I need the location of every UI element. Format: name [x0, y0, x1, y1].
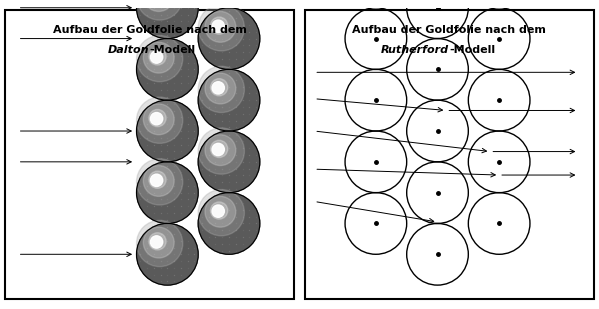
Circle shape — [149, 0, 166, 3]
Circle shape — [143, 0, 174, 11]
Circle shape — [137, 159, 183, 205]
Circle shape — [150, 112, 163, 125]
Circle shape — [149, 171, 166, 188]
Circle shape — [137, 220, 183, 267]
Circle shape — [210, 78, 228, 96]
Circle shape — [205, 73, 236, 104]
Text: Aufbau der Goldfolie nach dem: Aufbau der Goldfolie nach dem — [352, 25, 546, 35]
Circle shape — [150, 174, 163, 187]
Circle shape — [198, 70, 260, 131]
Text: -Modell: -Modell — [150, 45, 196, 55]
Circle shape — [150, 236, 163, 248]
Text: Rutherford: Rutherford — [381, 45, 449, 55]
Circle shape — [149, 109, 166, 127]
Circle shape — [143, 42, 174, 73]
Circle shape — [198, 193, 260, 254]
Circle shape — [210, 17, 228, 34]
Circle shape — [137, 0, 198, 39]
Circle shape — [205, 11, 236, 42]
Circle shape — [198, 0, 260, 8]
Circle shape — [143, 166, 174, 196]
Text: Dalton: Dalton — [108, 45, 150, 55]
Circle shape — [198, 128, 244, 174]
Circle shape — [198, 190, 244, 236]
Circle shape — [198, 131, 260, 193]
Circle shape — [137, 223, 198, 285]
Circle shape — [205, 196, 236, 227]
Circle shape — [150, 51, 163, 63]
Circle shape — [212, 205, 225, 217]
Text: Aufbau der Goldfolie nach dem: Aufbau der Goldfolie nach dem — [53, 25, 247, 35]
Circle shape — [149, 233, 166, 250]
Circle shape — [137, 0, 183, 20]
Circle shape — [198, 66, 244, 112]
Circle shape — [149, 48, 166, 65]
Circle shape — [212, 143, 225, 156]
Circle shape — [143, 104, 174, 135]
Circle shape — [137, 100, 198, 162]
Circle shape — [212, 20, 225, 32]
Circle shape — [198, 8, 260, 70]
Circle shape — [205, 135, 236, 166]
Circle shape — [198, 5, 244, 51]
Circle shape — [137, 97, 183, 143]
Circle shape — [210, 202, 228, 219]
Circle shape — [210, 140, 228, 158]
Text: -Modell: -Modell — [449, 45, 495, 55]
Circle shape — [137, 36, 183, 82]
Circle shape — [143, 227, 174, 258]
Circle shape — [137, 39, 198, 100]
Circle shape — [212, 82, 225, 94]
Circle shape — [137, 162, 198, 223]
Circle shape — [150, 0, 163, 2]
